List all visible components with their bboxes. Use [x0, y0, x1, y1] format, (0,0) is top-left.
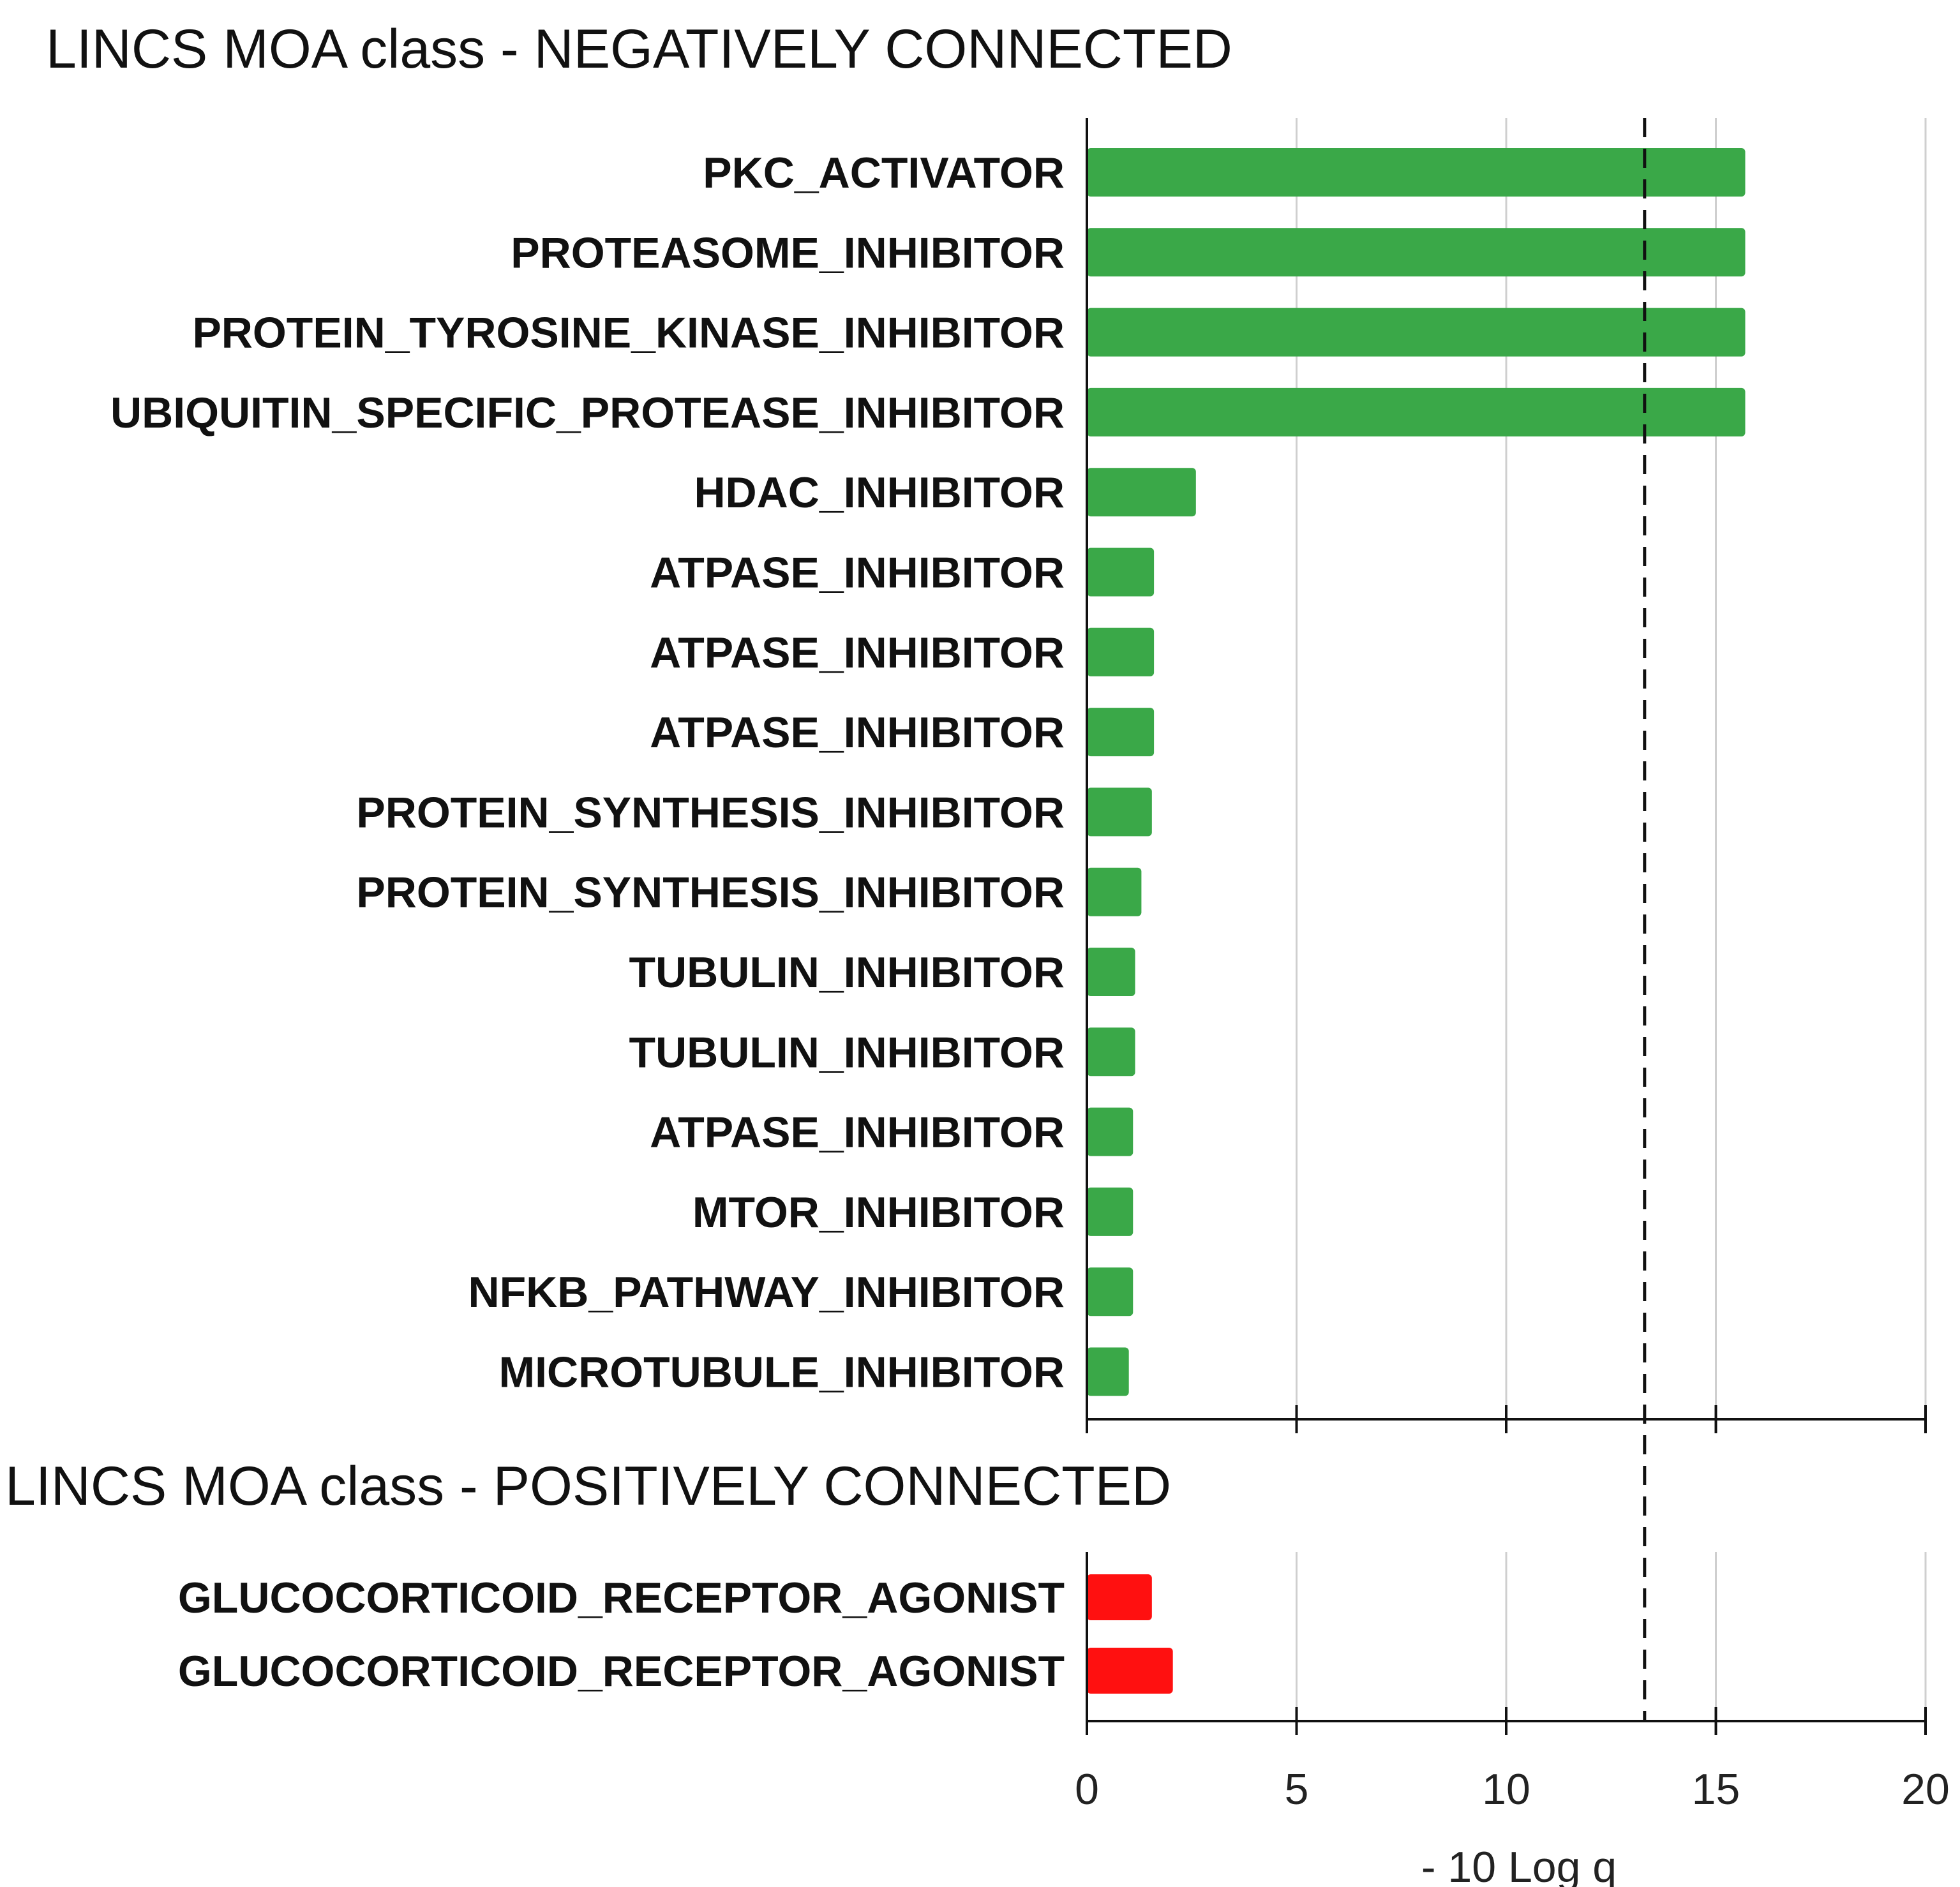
- bar: [1087, 787, 1152, 837]
- category-label: HDAC_INHIBITOR: [694, 468, 1065, 517]
- x-tick-label: 5: [1285, 1765, 1309, 1814]
- category-label: ATPASE_INHIBITOR: [650, 549, 1065, 597]
- bar: [1087, 468, 1196, 517]
- category-label: PKC_ACTIVATOR: [703, 149, 1065, 197]
- category-label: UBIQUITIN_SPECIFIC_PROTEASE_INHIBITOR: [110, 389, 1065, 437]
- bar: [1087, 1187, 1133, 1236]
- category-label: MICROTUBULE_INHIBITOR: [498, 1348, 1065, 1397]
- category-label: PROTEIN_SYNTHESIS_INHIBITOR: [356, 788, 1065, 837]
- bar: [1087, 1267, 1133, 1316]
- x-tick-label: 15: [1692, 1765, 1740, 1814]
- bar: [1087, 228, 1746, 277]
- positive-panel-title: LINCS MOA class - POSITIVELY CONNECTED: [5, 1456, 1171, 1517]
- bar: [1087, 627, 1155, 676]
- bar: [1087, 708, 1155, 757]
- bar: [1087, 948, 1135, 996]
- category-label: GLUCOCORTICOID_RECEPTOR_AGONIST: [178, 1574, 1065, 1622]
- negative-panel-title: LINCS MOA class - NEGATIVELY CONNECTED: [46, 19, 1232, 80]
- x-axis-title: - 10 Log q: [1421, 1843, 1617, 1887]
- bar: [1087, 387, 1746, 436]
- bar: [1087, 1347, 1129, 1396]
- bar: [1087, 308, 1746, 357]
- category-label: ATPASE_INHIBITOR: [650, 1108, 1065, 1157]
- x-tick-label: 0: [1075, 1765, 1099, 1814]
- bar: [1087, 1027, 1135, 1077]
- category-label: PROTEASOME_INHIBITOR: [511, 228, 1065, 277]
- bar: [1087, 148, 1746, 197]
- bar: [1087, 867, 1142, 916]
- bar: [1087, 1574, 1152, 1620]
- plot-layer: PKC_ACTIVATOR PROTEASOME_INHIBITOR PROTEIN…: [110, 118, 1950, 1814]
- category-label: TUBULIN_INHIBITOR: [629, 948, 1065, 997]
- x-tick-label: 10: [1482, 1765, 1530, 1814]
- bar: [1087, 548, 1155, 597]
- category-label: ATPASE_INHIBITOR: [650, 629, 1065, 677]
- category-label: MTOR_INHIBITOR: [692, 1188, 1065, 1237]
- category-label: NFKB_PATHWAY_INHIBITOR: [468, 1268, 1065, 1316]
- bar: [1087, 1648, 1173, 1694]
- category-label: PROTEIN_SYNTHESIS_INHIBITOR: [356, 869, 1065, 917]
- bar: [1087, 1107, 1133, 1156]
- category-label: GLUCOCORTICOID_RECEPTOR_AGONIST: [178, 1647, 1065, 1696]
- category-label: ATPASE_INHIBITOR: [650, 708, 1065, 757]
- x-tick-label: 20: [1901, 1765, 1950, 1814]
- category-label: PROTEIN_TYROSINE_KINASE_INHIBITOR: [192, 309, 1065, 357]
- category-label: TUBULIN_INHIBITOR: [629, 1028, 1065, 1077]
